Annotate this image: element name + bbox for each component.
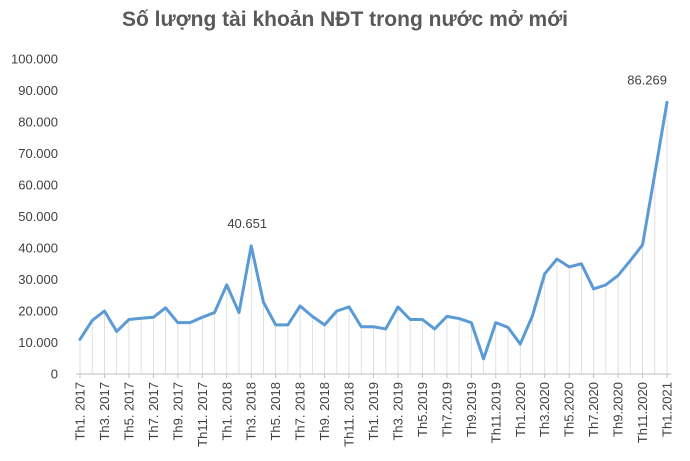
data-labels: 40.651 86.269 xyxy=(227,72,667,231)
data-point xyxy=(103,310,105,312)
y-tick-label: 20.000 xyxy=(18,304,58,319)
data-point xyxy=(397,306,399,308)
data-point xyxy=(605,284,607,286)
data-point xyxy=(507,326,509,328)
data-point xyxy=(385,328,387,330)
data-point xyxy=(360,326,362,328)
y-tick-label: 60.000 xyxy=(18,178,58,193)
data-point xyxy=(556,258,558,260)
data-point xyxy=(128,318,130,320)
x-tick-label: Th9. 2018 xyxy=(317,382,332,441)
data-point xyxy=(336,310,338,312)
data-point xyxy=(177,321,179,323)
x-tick-label: Th1. 2019 xyxy=(366,382,381,441)
y-tick-label: 30.000 xyxy=(18,272,58,287)
data-point xyxy=(299,305,301,307)
y-axis-ticks: 0 10.000 20.000 30.000 40.000 50.000 60.000 70.… xyxy=(11,52,58,382)
data-point xyxy=(592,288,594,290)
y-tick-label: 90.000 xyxy=(18,83,58,98)
data-point xyxy=(201,316,203,318)
x-tick-label: Th3.2020 xyxy=(537,382,552,437)
data-label: 40.651 xyxy=(227,216,267,231)
data-point xyxy=(654,173,656,175)
data-point xyxy=(287,324,289,326)
data-point xyxy=(91,319,93,321)
x-tick-label: Th7.2019 xyxy=(439,382,454,437)
data-point xyxy=(629,259,631,261)
y-tick-label: 80.000 xyxy=(18,115,58,130)
data-point xyxy=(666,101,668,103)
data-point xyxy=(152,316,154,318)
x-axis-tick-marks xyxy=(76,373,671,378)
x-tick-label: Th5. 2017 xyxy=(121,382,136,441)
x-tick-label: Th5. 2018 xyxy=(268,382,283,441)
data-point xyxy=(470,321,472,323)
data-point xyxy=(274,324,276,326)
x-axis-labels: Th1. 2017 Th3. 2017 Th5. 2017 Th7. 2017 Th9.… xyxy=(73,382,675,447)
data-point xyxy=(482,358,484,360)
x-tick-label: Th9.2019 xyxy=(464,382,479,437)
data-point xyxy=(433,328,435,330)
y-tick-label: 70.000 xyxy=(18,146,58,161)
y-tick-label: 0 xyxy=(51,367,58,382)
x-tick-label: Th7.2020 xyxy=(586,382,601,437)
x-tick-label: Th5.2020 xyxy=(562,382,577,437)
data-point xyxy=(372,326,374,328)
data-point xyxy=(409,318,411,320)
data-label: 86.269 xyxy=(627,72,667,87)
data-point xyxy=(446,315,448,317)
series-line-path xyxy=(78,100,669,361)
x-tick-label: Th3. 2018 xyxy=(244,382,259,441)
data-point xyxy=(79,338,81,340)
data-point xyxy=(421,318,423,320)
series-line xyxy=(78,100,669,361)
data-point xyxy=(189,321,191,323)
x-tick-label: Th11.2019 xyxy=(488,382,503,443)
data-point xyxy=(519,343,521,345)
data-point xyxy=(495,321,497,323)
data-point xyxy=(140,317,142,319)
data-point xyxy=(458,317,460,319)
y-tick-label: 40.000 xyxy=(18,241,58,256)
data-point xyxy=(311,315,313,317)
data-point xyxy=(262,301,264,303)
x-tick-label: Th1.2020 xyxy=(513,382,528,437)
y-tick-label: 100.000 xyxy=(11,52,58,67)
data-point xyxy=(323,324,325,326)
y-tick-label: 10.000 xyxy=(18,335,58,350)
data-point xyxy=(115,330,117,332)
x-tick-label: Th7. 2017 xyxy=(146,382,161,441)
x-tick-label: Th1. 2018 xyxy=(219,382,234,441)
data-point xyxy=(348,306,350,308)
data-point xyxy=(641,244,643,246)
x-tick-label: Th5.2019 xyxy=(415,382,430,437)
x-tick-label: Th3. 2017 xyxy=(97,382,112,441)
x-tick-label: Th3. 2019 xyxy=(390,382,405,441)
x-tick-label: Th9.2020 xyxy=(611,382,626,437)
y-tick-label: 50.000 xyxy=(18,209,58,224)
x-tick-label: Th1.2021 xyxy=(660,382,675,437)
data-point xyxy=(568,266,570,268)
chart-title: Số lượng tài khoản NĐT trong nước mở mới xyxy=(122,8,568,31)
data-point xyxy=(580,263,582,265)
x-tick-label: Th9. 2017 xyxy=(170,382,185,441)
data-point xyxy=(531,315,533,317)
x-tick-label: Th11. 2018 xyxy=(342,382,357,447)
data-point xyxy=(617,274,619,276)
data-point xyxy=(238,311,240,313)
drop-lines xyxy=(79,102,668,374)
data-point xyxy=(213,311,215,313)
data-point xyxy=(250,245,252,247)
x-tick-label: Th1. 2017 xyxy=(73,382,88,441)
data-point xyxy=(164,307,166,309)
x-tick-label: Th11.2020 xyxy=(635,382,650,443)
data-point xyxy=(544,273,546,275)
x-tick-label: Th7. 2018 xyxy=(293,382,308,441)
data-point xyxy=(226,284,228,286)
x-tick-label: Th11. 2017 xyxy=(195,382,210,447)
